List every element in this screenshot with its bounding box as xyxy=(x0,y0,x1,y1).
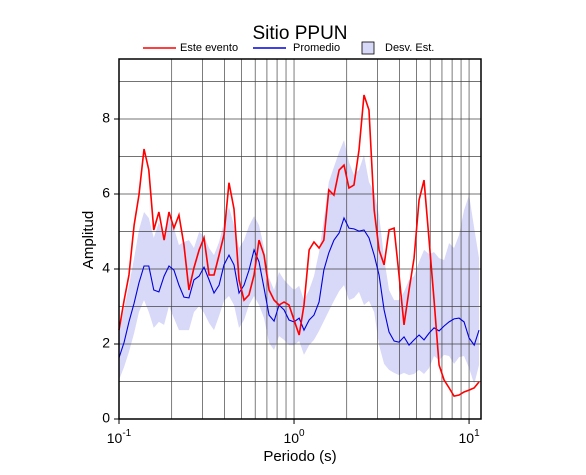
y-tick-label: 4 xyxy=(102,260,110,276)
x-tick-label: 100 xyxy=(283,428,305,446)
y-axis-label: Amplitud xyxy=(80,211,97,269)
x-tick-exponent: -1 xyxy=(122,428,131,439)
x-tick-label: 101 xyxy=(458,428,480,446)
legend-label: Este evento xyxy=(180,42,238,54)
x-tick-base: 10 xyxy=(283,430,299,446)
series-line xyxy=(118,216,480,359)
chart-title: Sitio PPUN xyxy=(252,23,347,44)
x-tick-base: 10 xyxy=(107,430,123,446)
x-tick-base: 10 xyxy=(458,430,474,446)
y-tick-label: 2 xyxy=(102,335,110,351)
x-axis-label: Periodo (s) xyxy=(263,448,336,465)
series-line xyxy=(118,94,480,398)
legend-swatch xyxy=(361,41,375,55)
x-tick-exponent: 0 xyxy=(299,428,305,439)
legend-label: Promedio xyxy=(293,42,340,54)
legend-label: Desv. Est. xyxy=(385,42,434,54)
x-tick-label: 10-1 xyxy=(107,428,132,446)
y-tick-label: 8 xyxy=(102,110,110,126)
x-tick-exponent: 1 xyxy=(474,428,480,439)
y-tick-label: 0 xyxy=(102,410,110,426)
std-band xyxy=(119,140,480,385)
plot-frame xyxy=(118,58,482,420)
y-tick-label: 6 xyxy=(102,185,110,201)
